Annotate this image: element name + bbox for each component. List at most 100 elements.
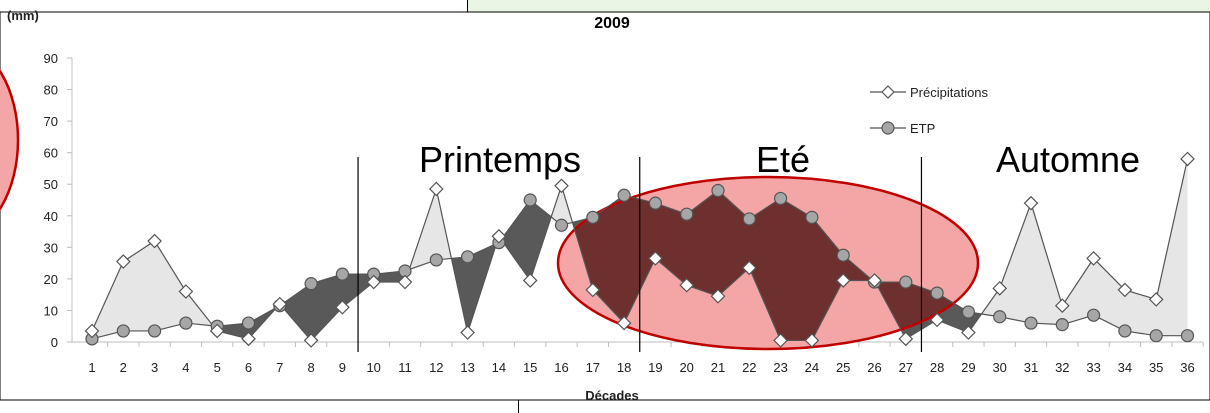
precipitations-point [741, 260, 757, 276]
precipitations-point [961, 325, 976, 340]
x-tick-label: 27 [899, 360, 913, 375]
etp-point [1180, 329, 1195, 343]
y-axis-label: (mm) [7, 8, 39, 23]
y-tick-label: 60 [44, 146, 58, 161]
x-tick-label: 12 [429, 360, 443, 375]
etp-point [930, 286, 944, 300]
background-panel-top [467, 0, 1210, 12]
precipitations-point [929, 312, 945, 328]
x-tick-label: 5 [214, 360, 221, 375]
x-tick-label: 9 [339, 360, 346, 375]
x-tick-label: 2 [120, 360, 127, 375]
etp-point [335, 267, 349, 281]
etp-point [961, 305, 976, 319]
legend-item-precipitations: Précipitations [870, 85, 989, 100]
precipitations-point [397, 274, 413, 290]
etp-point [586, 210, 600, 224]
x-tick-label: 31 [1024, 360, 1038, 375]
precipitations-point [773, 333, 788, 348]
legend: Précipitations ETP [870, 85, 989, 136]
legend-label-precipitations: Précipitations [910, 85, 989, 100]
precipitations-point [898, 331, 914, 347]
x-tick-label: 21 [711, 360, 725, 375]
precipitations-point [679, 277, 695, 293]
annotation-ete: Eté [756, 139, 810, 180]
x-tick-label: 25 [836, 360, 850, 375]
x-tick-label: 32 [1055, 360, 1069, 375]
x-tick-label: 1 [88, 360, 95, 375]
y-tick-label: 10 [44, 303, 58, 318]
etp-point [461, 250, 475, 264]
precipitations-point [1023, 195, 1039, 211]
etp-point [1149, 329, 1163, 343]
precipitations-point [710, 288, 726, 304]
etp-point [116, 324, 130, 338]
etp-point [429, 253, 443, 267]
x-tick-label: 24 [805, 360, 819, 375]
precipitations-point [522, 273, 538, 288]
x-tick-label: 36 [1180, 360, 1194, 375]
y-tick-label: 80 [44, 83, 58, 98]
legend-label-etp: ETP [910, 121, 935, 136]
y-tick-label: 20 [44, 272, 58, 287]
precipitations-point [867, 273, 882, 288]
precipitations-point [648, 251, 663, 266]
circle-marker-icon [881, 121, 895, 135]
etp-point [1055, 318, 1069, 332]
precipitations-point [491, 228, 507, 244]
precipitations-point [1086, 251, 1101, 266]
x-tick-label: 4 [182, 360, 189, 375]
x-tick-label: 30 [992, 360, 1006, 375]
etp-point [993, 310, 1007, 324]
precipitations-point [115, 254, 131, 269]
precipitations-point [272, 296, 288, 312]
etp-point [899, 275, 913, 289]
x-tick-label: 10 [366, 360, 380, 375]
x-tick-label: 3 [151, 360, 158, 375]
x-tick-label: 20 [679, 360, 693, 375]
etp-point [304, 277, 318, 291]
etp-point [617, 188, 631, 202]
annotation-automne: Automne [996, 139, 1140, 180]
x-tick-label: 28 [930, 360, 944, 375]
precipitations-point [1180, 151, 1195, 167]
precipitations-point [147, 233, 162, 249]
precipitations-point [804, 333, 820, 348]
x-tick-label: 7 [276, 360, 283, 375]
x-tick-label: 16 [554, 360, 568, 375]
etp-point [805, 210, 819, 224]
y-tick-label: 40 [44, 209, 58, 224]
precipitations-point [1054, 298, 1070, 314]
y-tick-label: 0 [51, 335, 58, 350]
previous-chart-fragment [0, 68, 20, 212]
x-tick-label: 17 [586, 360, 600, 375]
diamond-marker-icon [881, 85, 895, 99]
etp-point [836, 248, 850, 262]
precipitations-point [460, 325, 475, 340]
etp-point [554, 218, 569, 232]
x-tick-label: 11 [398, 360, 412, 375]
etp-point [1086, 308, 1101, 322]
etp-point [148, 324, 162, 338]
etp-point [773, 191, 788, 206]
etp-point [1118, 324, 1132, 338]
x-tick-label: 14 [492, 360, 506, 375]
x-tick-label: 15 [523, 360, 537, 375]
chart-title: 2009 [594, 15, 630, 32]
precipitations-point [335, 299, 350, 315]
x-tick-label: 35 [1149, 360, 1163, 375]
precipitations-point [585, 282, 601, 298]
annotation-printemps: Printemps [419, 139, 581, 180]
etp-point [742, 212, 756, 226]
precipitations-point [303, 333, 319, 348]
y-tick-label: 50 [44, 177, 58, 192]
etp-point [648, 196, 663, 210]
precipitations-point [1148, 292, 1164, 307]
x-tick-label: 23 [773, 360, 787, 375]
y-tick-label: 90 [44, 51, 58, 66]
x-tick-label: 29 [961, 360, 975, 375]
x-tick-label: 26 [867, 360, 881, 375]
precipitations-point [366, 274, 382, 290]
x-tick-label: 6 [245, 360, 252, 375]
